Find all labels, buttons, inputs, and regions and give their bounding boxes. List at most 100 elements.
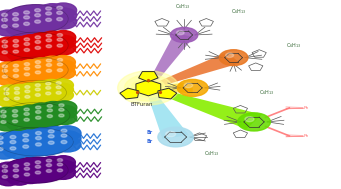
Circle shape — [57, 38, 63, 41]
Circle shape — [35, 46, 41, 49]
Circle shape — [6, 117, 30, 130]
Circle shape — [18, 170, 42, 184]
Circle shape — [18, 164, 42, 178]
Circle shape — [59, 114, 64, 117]
Circle shape — [35, 111, 41, 113]
Circle shape — [47, 115, 53, 118]
Circle shape — [2, 75, 8, 78]
Circle shape — [0, 144, 17, 159]
Circle shape — [40, 42, 65, 56]
Circle shape — [57, 58, 63, 61]
Circle shape — [35, 71, 41, 74]
Ellipse shape — [1, 107, 73, 128]
Ellipse shape — [3, 10, 71, 33]
Circle shape — [3, 144, 30, 158]
Circle shape — [0, 89, 21, 102]
Circle shape — [40, 167, 64, 180]
Circle shape — [7, 61, 31, 75]
Circle shape — [6, 111, 30, 125]
Circle shape — [17, 19, 44, 34]
Circle shape — [23, 134, 29, 137]
Circle shape — [48, 130, 54, 133]
Circle shape — [13, 175, 18, 178]
Circle shape — [25, 90, 30, 93]
Text: $\mathregular{C_6H_{13}}$: $\mathregular{C_6H_{13}}$ — [204, 149, 219, 159]
Circle shape — [57, 159, 63, 162]
Circle shape — [35, 88, 40, 91]
Circle shape — [13, 18, 18, 21]
Circle shape — [24, 73, 30, 76]
Circle shape — [18, 105, 42, 119]
Circle shape — [18, 115, 42, 129]
Circle shape — [53, 105, 77, 119]
Polygon shape — [148, 82, 193, 94]
Polygon shape — [158, 88, 177, 99]
Circle shape — [51, 166, 75, 179]
Text: Ph: Ph — [304, 134, 309, 138]
Circle shape — [57, 63, 63, 66]
Circle shape — [4, 88, 9, 91]
Circle shape — [57, 169, 63, 172]
Circle shape — [57, 44, 63, 47]
Ellipse shape — [3, 37, 71, 58]
Circle shape — [10, 147, 16, 150]
Circle shape — [13, 164, 18, 167]
Polygon shape — [138, 72, 158, 82]
Circle shape — [18, 46, 43, 59]
Circle shape — [2, 175, 8, 178]
Circle shape — [0, 136, 3, 139]
Circle shape — [6, 21, 33, 36]
Text: $\mathregular{C_6H_{13}}$: $\mathregular{C_6H_{13}}$ — [286, 41, 302, 50]
Circle shape — [24, 22, 30, 25]
Ellipse shape — [2, 102, 70, 128]
Circle shape — [0, 15, 21, 30]
Circle shape — [7, 47, 32, 61]
Circle shape — [24, 11, 30, 14]
Circle shape — [35, 94, 40, 96]
Circle shape — [13, 40, 18, 43]
Circle shape — [18, 110, 42, 123]
Circle shape — [219, 50, 248, 66]
Ellipse shape — [3, 62, 71, 82]
Circle shape — [13, 13, 18, 16]
Circle shape — [16, 142, 43, 157]
Circle shape — [29, 37, 54, 51]
Circle shape — [17, 8, 44, 22]
Circle shape — [39, 4, 65, 19]
Circle shape — [35, 165, 41, 168]
Circle shape — [14, 87, 19, 90]
Circle shape — [142, 84, 155, 92]
Circle shape — [24, 63, 30, 66]
Circle shape — [42, 132, 68, 146]
Circle shape — [50, 83, 73, 96]
Circle shape — [50, 89, 73, 101]
Circle shape — [29, 68, 54, 81]
Circle shape — [46, 159, 51, 162]
Circle shape — [29, 58, 54, 71]
Circle shape — [24, 43, 30, 46]
Circle shape — [42, 127, 68, 141]
Circle shape — [56, 91, 61, 94]
Circle shape — [0, 42, 21, 56]
Circle shape — [19, 93, 42, 105]
Circle shape — [46, 34, 51, 37]
Circle shape — [12, 110, 18, 112]
Text: Br: Br — [147, 130, 153, 135]
Circle shape — [2, 40, 8, 43]
Circle shape — [23, 145, 29, 148]
Circle shape — [46, 45, 51, 48]
Circle shape — [30, 108, 54, 121]
Circle shape — [35, 61, 41, 64]
Circle shape — [41, 101, 65, 115]
Circle shape — [53, 111, 77, 125]
Circle shape — [4, 92, 9, 95]
Circle shape — [40, 84, 63, 97]
Ellipse shape — [5, 85, 69, 105]
Circle shape — [39, 15, 65, 30]
Circle shape — [170, 27, 198, 43]
Circle shape — [46, 92, 51, 95]
Circle shape — [51, 31, 76, 44]
Circle shape — [0, 72, 20, 86]
Circle shape — [24, 167, 30, 170]
Circle shape — [30, 113, 54, 127]
